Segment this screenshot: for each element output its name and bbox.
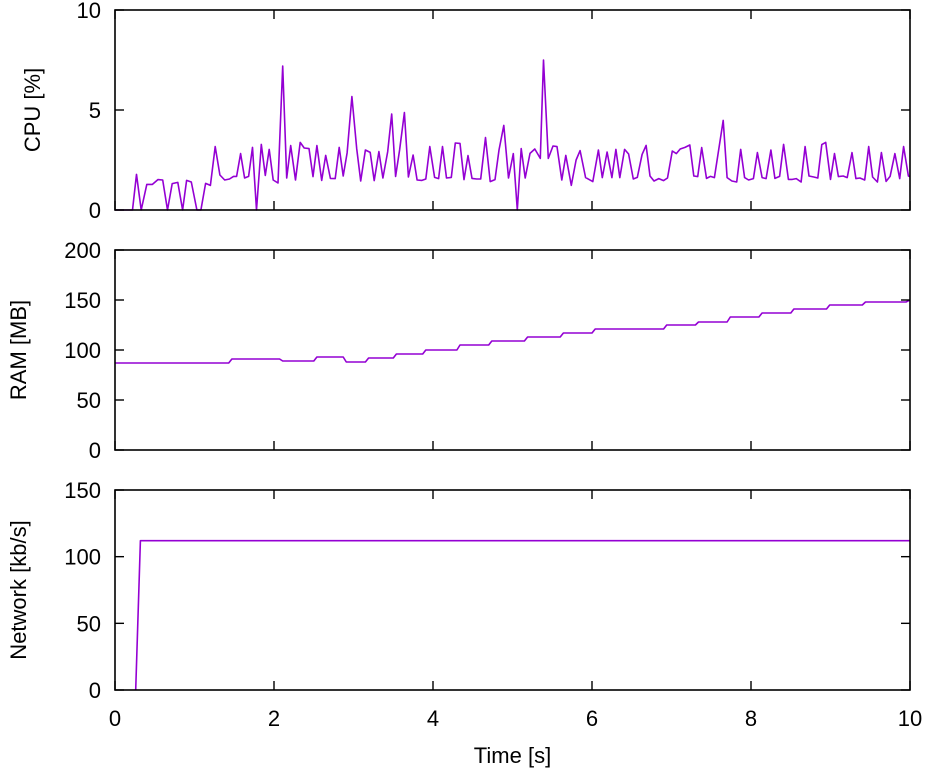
y-tick-label: 0 [89, 198, 101, 223]
y-tick-label: 50 [77, 611, 101, 636]
y-axis-label: Network [kb/s] [6, 520, 31, 659]
plot-frame-2 [114, 489, 911, 691]
y-tick-label: 50 [77, 388, 101, 413]
y-tick-label: 5 [89, 98, 101, 123]
x-tick-label: 8 [745, 706, 757, 731]
y-tick-label: 150 [64, 478, 101, 503]
y-axis-label: CPU [%] [20, 68, 45, 152]
plot-frame-1 [114, 249, 911, 451]
y-tick-label: 0 [89, 678, 101, 703]
y-tick-label: 100 [64, 545, 101, 570]
y-axis-label: RAM [MB] [6, 300, 31, 400]
x-tick-label: 4 [427, 706, 439, 731]
series-line-cpu [115, 59, 911, 211]
y-tick-label: 10 [77, 0, 101, 23]
x-axis-label: Time [s] [474, 743, 551, 768]
x-tick-label: 0 [109, 706, 121, 731]
y-tick-label: 100 [64, 338, 101, 363]
y-tick-label: 200 [64, 238, 101, 263]
x-tick-label: 10 [898, 706, 922, 731]
series-line-network [134, 539, 910, 691]
y-tick-label: 0 [89, 438, 101, 463]
y-tick-label: 150 [64, 288, 101, 313]
x-tick-label: 2 [268, 706, 280, 731]
x-tick-label: 6 [586, 706, 598, 731]
series-line-ram [115, 299, 911, 364]
